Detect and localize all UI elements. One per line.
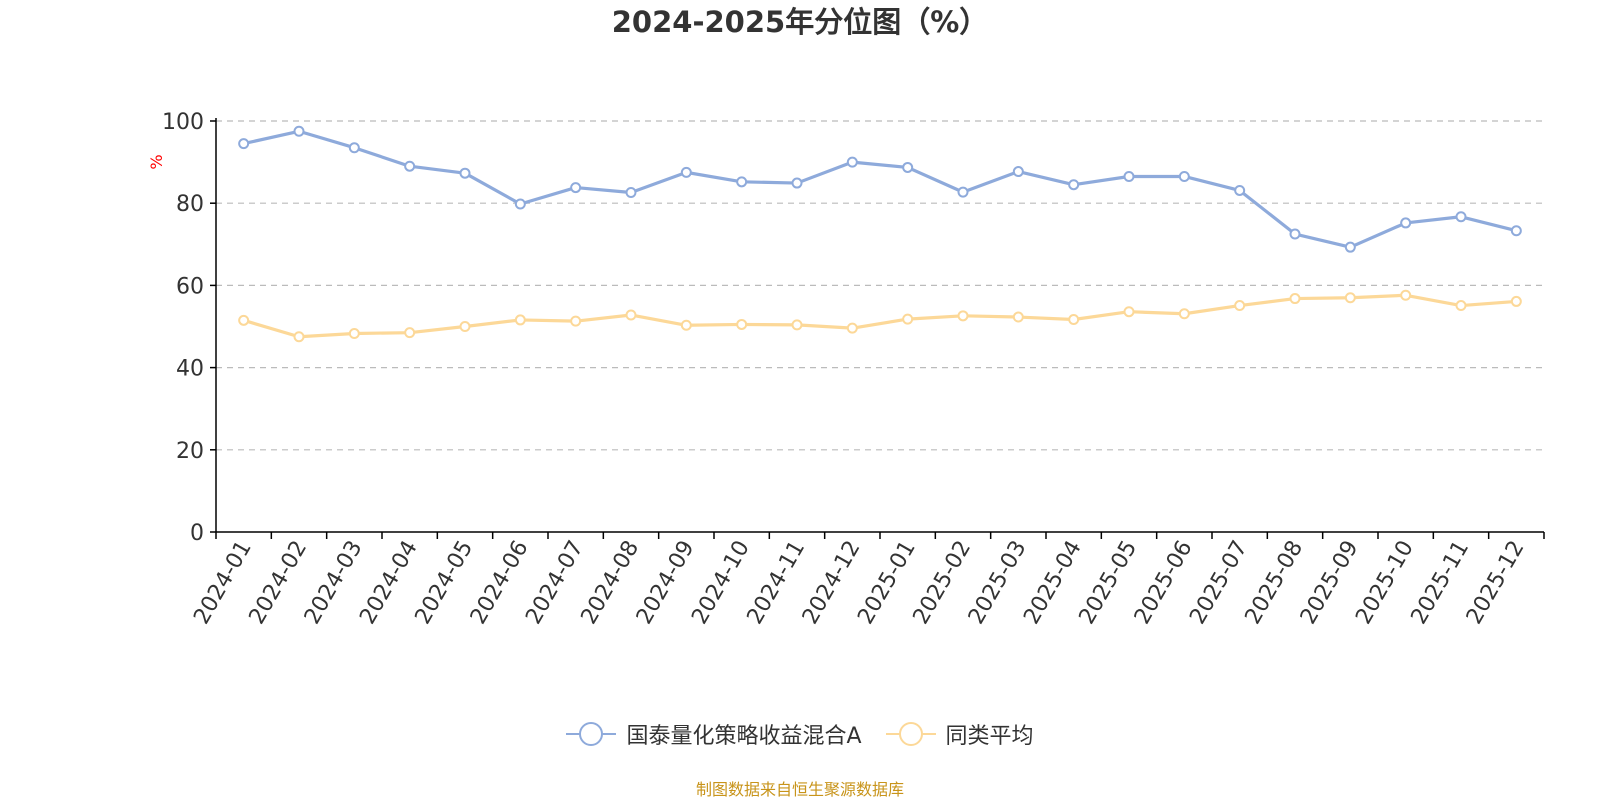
- legend-item-peer-average[interactable]: 同类平均: [885, 718, 1034, 750]
- data-point-1: [1068, 314, 1080, 326]
- data-point-0: [459, 167, 471, 179]
- series-line-0: [242, 129, 1518, 249]
- data-point-1: [514, 314, 526, 326]
- series-line-1: [242, 293, 1518, 339]
- data-point-0: [1178, 170, 1190, 182]
- data-point-0: [902, 161, 914, 173]
- data-point-1: [1012, 311, 1024, 323]
- y-tick-label: 20: [176, 439, 204, 464]
- data-point-1: [238, 314, 250, 326]
- data-point-0: [348, 142, 360, 154]
- data-point-1: [1344, 292, 1356, 304]
- data-point-0: [1012, 166, 1024, 178]
- data-point-1: [791, 319, 803, 331]
- data-point-0: [625, 187, 637, 199]
- data-point-0: [514, 198, 526, 210]
- legend-item-fund[interactable]: 国泰量化策略收益混合A: [566, 718, 862, 750]
- legend-label-fund: 国泰量化策略收益混合A: [626, 724, 862, 749]
- data-point-0: [1068, 179, 1080, 191]
- data-point-1: [680, 319, 692, 331]
- data-point-0: [570, 182, 582, 194]
- data-point-1: [1289, 293, 1301, 305]
- data-point-0: [1344, 241, 1356, 253]
- data-point-0: [1234, 184, 1246, 196]
- data-point-0: [1400, 217, 1412, 229]
- data-point-0: [846, 156, 858, 168]
- data-point-1: [293, 331, 305, 343]
- y-axis-label: %: [147, 154, 166, 169]
- data-point-0: [404, 160, 416, 172]
- data-point-1: [902, 313, 914, 325]
- y-tick-label: 60: [176, 274, 204, 299]
- data-point-0: [293, 125, 305, 137]
- data-point-1: [348, 327, 360, 339]
- legend-marker-fund-icon: [566, 722, 617, 746]
- legend-marker-peer-icon: [885, 722, 936, 746]
- data-point-1: [1234, 300, 1246, 312]
- data-point-1: [459, 321, 471, 332]
- y-tick-label: 40: [176, 357, 204, 382]
- data-point-1: [570, 315, 582, 327]
- data-point-1: [957, 310, 969, 322]
- data-point-1: [1400, 289, 1412, 301]
- data-point-0: [1510, 225, 1522, 237]
- y-tick-label: 0: [190, 521, 204, 546]
- data-point-0: [957, 186, 969, 198]
- y-tick-label: 100: [162, 110, 204, 135]
- data-point-1: [1123, 306, 1135, 318]
- data-point-0: [1289, 228, 1301, 240]
- data-point-1: [625, 309, 637, 321]
- source-note: 制图数据来自恒生聚源数据库: [695, 780, 904, 799]
- data-point-0: [1455, 211, 1467, 223]
- data-point-0: [238, 138, 250, 150]
- grid-lines: [216, 120, 1544, 451]
- y-tick-label: 80: [176, 192, 204, 217]
- legend: 国泰量化策略收益混合A 同类平均: [0, 718, 1600, 750]
- data-point-0: [1123, 170, 1135, 182]
- data-point-1: [404, 327, 416, 339]
- data-point-1: [1178, 308, 1190, 320]
- chart-title: 2024-2025年分位图（%）: [611, 5, 989, 39]
- axes: [210, 118, 1545, 539]
- legend-label-peer-average: 同类平均: [945, 724, 1034, 749]
- data-point-1: [1510, 295, 1522, 307]
- data-point-0: [680, 166, 692, 178]
- data-point-0: [736, 176, 748, 188]
- series-lines: [238, 125, 1522, 343]
- data-point-1: [1455, 300, 1467, 312]
- data-point-0: [791, 177, 803, 189]
- data-point-1: [846, 322, 858, 334]
- tick-labels: 020406080100%2024-012024-022024-032024-0…: [147, 110, 1530, 629]
- data-point-1: [736, 318, 748, 330]
